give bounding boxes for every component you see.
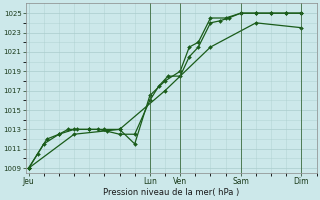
X-axis label: Pression niveau de la mer( hPa ): Pression niveau de la mer( hPa ): [103, 188, 239, 197]
